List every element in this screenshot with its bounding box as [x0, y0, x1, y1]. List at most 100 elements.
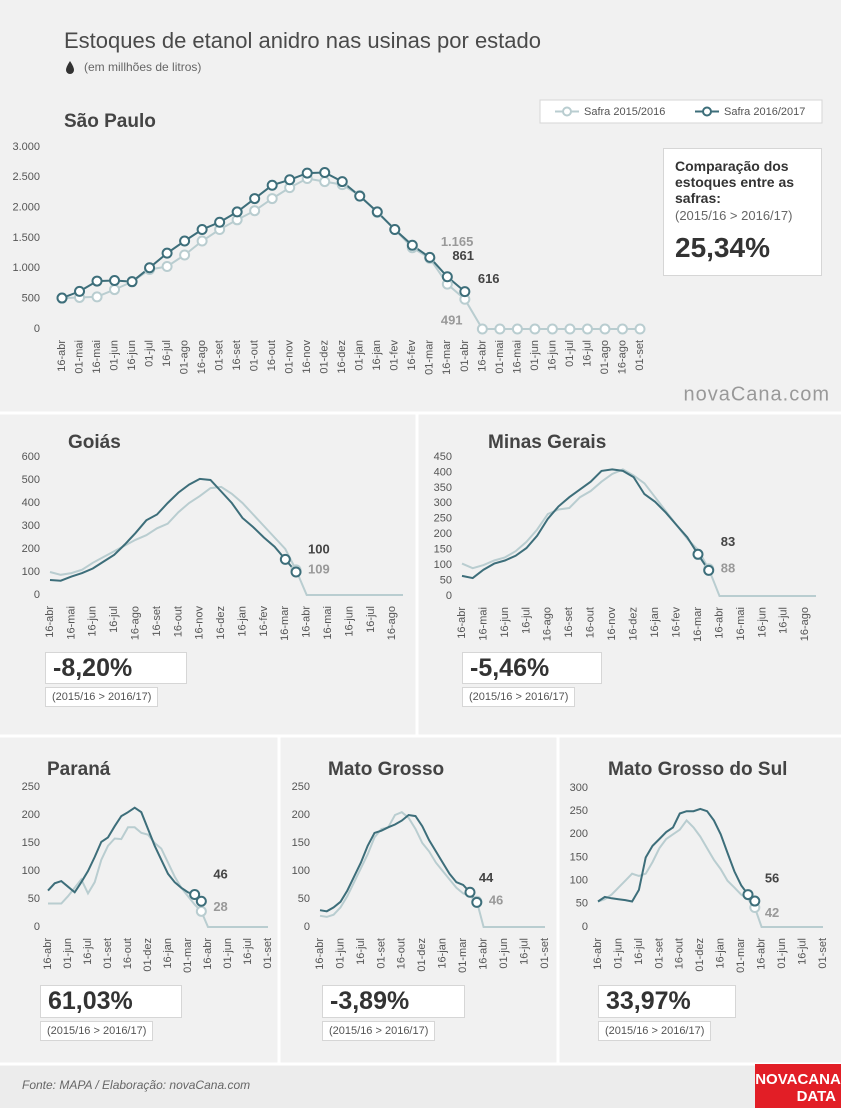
change-box [45, 652, 187, 684]
series-line [461, 468, 816, 597]
change-note: Comparação dos estoques entre as safras: [675, 158, 795, 206]
y-tick-label: 0 [34, 323, 40, 335]
y-tick-label: 50 [298, 893, 310, 905]
x-tick-label: 16-ago [386, 606, 398, 640]
x-tick-label: 16-jul [365, 606, 377, 633]
x-tick-label: 16-mai [65, 606, 77, 640]
x-tick-label: 16-mai [511, 340, 523, 374]
x-tick-label: 16-fev [406, 340, 418, 371]
x-tick-label: 16-jun [343, 606, 355, 637]
x-tick-label: 16-abr [44, 606, 56, 638]
page-title: Estoques de etanol anidro nas usinas por… [64, 28, 541, 53]
y-tick-label: 100 [22, 566, 40, 578]
x-tick-label: 16-ago [542, 607, 554, 641]
change-box [598, 985, 736, 1018]
point [476, 323, 488, 335]
point [742, 889, 754, 901]
series-line [49, 485, 403, 596]
x-tick-label: 16-abr [456, 607, 468, 639]
x-tick-label: 16-jun [499, 607, 511, 638]
change-period: (2015/16 > 2016/17) [675, 208, 793, 223]
x-tick-label: 16-ago [616, 340, 628, 374]
x-tick-label: 16-abr [478, 938, 490, 970]
point [91, 275, 103, 287]
x-tick-label: 01-jun [612, 938, 624, 969]
x-tick-label: 16-jun [87, 606, 99, 637]
y-tick-label: 500 [22, 474, 40, 486]
point [266, 179, 278, 191]
change-period: (2015/16 > 2016/17) [322, 1021, 436, 1041]
data-label: 83 [721, 534, 735, 549]
y-tick-label: 3.000 [12, 141, 40, 153]
point [266, 193, 278, 205]
point [424, 251, 436, 263]
change-value: -3,89% [330, 987, 410, 1015]
y-tick-label: 250 [22, 781, 40, 793]
point [494, 323, 506, 335]
legend-box [539, 99, 823, 124]
y-tick-label: 250 [570, 805, 588, 817]
x-tick-label: 16-set [151, 606, 163, 637]
y-tick-label: 150 [434, 544, 452, 556]
x-tick-label: 01-jun [334, 938, 346, 969]
x-tick-label: 01-jun [108, 340, 120, 371]
y-tick-label: 50 [576, 898, 588, 910]
subtitle: (em millhões de litros) [84, 60, 201, 74]
x-tick-label: 16-jun [546, 340, 558, 371]
change-box [663, 148, 822, 276]
y-tick-label: 200 [570, 828, 588, 840]
point [74, 285, 86, 297]
x-tick-label: 01-mai [73, 340, 85, 374]
series-line [597, 807, 756, 903]
footer [0, 1064, 841, 1108]
point [189, 889, 201, 901]
x-tick-label: 16-set [231, 340, 243, 371]
series-line [61, 177, 640, 330]
data-label: 42 [765, 905, 779, 920]
x-tick-label: 16-nov [606, 607, 618, 641]
x-tick-label: 01-set [817, 938, 829, 969]
data-label: 56 [765, 870, 779, 885]
badge [755, 1064, 841, 1108]
source: Fonte: MAPA / Elaboração: novaCana.com [22, 1078, 250, 1092]
y-tick-label: 100 [434, 559, 452, 571]
point [703, 564, 715, 576]
data-label: 1.165 [441, 234, 474, 249]
series-line [47, 806, 203, 902]
change-period: (2015/16 > 2016/17) [462, 687, 576, 707]
y-tick-label: 1.000 [12, 262, 40, 274]
x-tick-label: 01-jul [564, 340, 576, 367]
x-tick-label: 16-nov [301, 340, 313, 374]
x-tick-label: 16-fev [258, 606, 270, 637]
x-tick-label: 16-jul [242, 938, 254, 965]
data-label: 491 [441, 313, 463, 328]
x-tick-label: 16-mai [91, 340, 103, 374]
x-tick-label: 16-out [585, 607, 597, 638]
x-tick-label: 16-jun [756, 607, 768, 638]
point [196, 235, 208, 247]
x-tick-label: 16-ago [196, 340, 208, 374]
data-label: 616 [478, 271, 500, 286]
y-tick-label: 100 [570, 875, 588, 887]
x-tick-label: 16-jul [778, 607, 790, 634]
y-tick-label: 200 [292, 809, 310, 821]
point [56, 292, 68, 304]
legend-label: Safra 2015/2016 [584, 106, 665, 118]
point [319, 176, 331, 188]
x-tick-label: 16-dez [628, 607, 640, 641]
x-tick-label: 16-jan [715, 938, 727, 969]
x-tick-label: 01-set [262, 938, 274, 969]
y-tick-label: 200 [22, 809, 40, 821]
y-tick-label: 0 [34, 921, 40, 933]
x-tick-label: 16-jan [437, 938, 449, 969]
change-box [322, 985, 465, 1018]
point [389, 224, 401, 236]
x-tick-label: 01-abr [459, 340, 471, 372]
point [144, 262, 156, 274]
x-tick-label: 01-mai [494, 340, 506, 374]
x-tick-label: 16-jul [518, 938, 530, 965]
x-tick-label: 16-jul [355, 938, 367, 965]
change-period: (2015/16 > 2016/17) [45, 687, 159, 707]
separators [0, 411, 841, 1066]
change-value: -8,20% [53, 654, 133, 682]
